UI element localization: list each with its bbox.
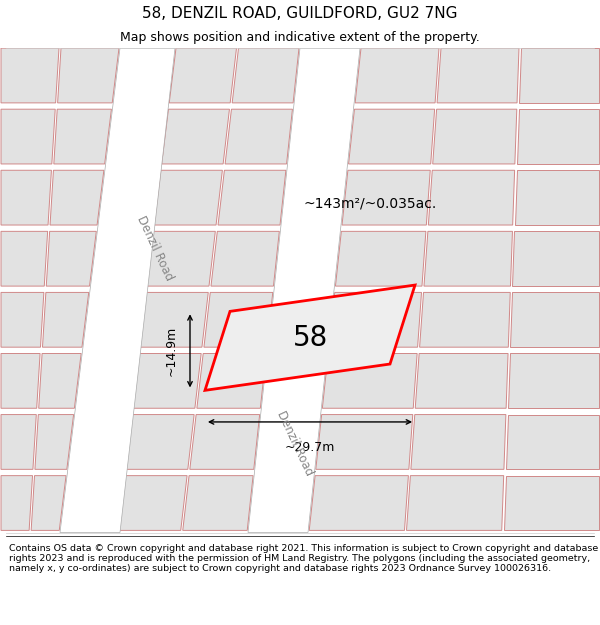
Polygon shape [248,48,360,532]
Polygon shape [355,48,439,103]
Polygon shape [515,170,599,225]
Text: Denzil Road: Denzil Road [134,214,176,282]
Polygon shape [146,231,215,286]
Polygon shape [517,109,599,164]
Polygon shape [506,414,599,469]
Polygon shape [406,476,504,531]
Polygon shape [335,231,426,286]
Polygon shape [424,231,512,286]
Polygon shape [54,109,112,164]
Polygon shape [124,414,194,469]
Polygon shape [161,109,229,164]
Polygon shape [504,476,599,531]
Polygon shape [415,354,508,408]
Polygon shape [508,354,599,408]
Polygon shape [38,354,81,408]
Polygon shape [116,476,187,531]
Polygon shape [519,48,599,103]
Polygon shape [211,231,280,286]
Polygon shape [428,170,515,225]
Polygon shape [1,231,47,286]
Polygon shape [204,292,273,347]
Polygon shape [205,285,415,391]
Polygon shape [1,170,52,225]
Polygon shape [31,476,66,531]
Polygon shape [190,414,260,469]
Polygon shape [512,231,599,286]
Polygon shape [510,292,599,347]
Text: 58: 58 [292,324,328,352]
Polygon shape [225,109,292,164]
Polygon shape [329,292,422,347]
Text: ~143m²/~0.035ac.: ~143m²/~0.035ac. [304,197,437,211]
Polygon shape [131,354,201,408]
Polygon shape [342,170,430,225]
Polygon shape [1,354,40,408]
Polygon shape [419,292,510,347]
Polygon shape [1,48,59,103]
Text: Denzil Road: Denzil Road [274,409,316,478]
Polygon shape [197,354,266,408]
Polygon shape [50,170,104,225]
Polygon shape [309,476,409,531]
Polygon shape [218,170,286,225]
Text: ~29.7m: ~29.7m [285,441,335,454]
Polygon shape [316,414,413,469]
Polygon shape [232,48,299,103]
Text: Map shows position and indicative extent of the property.: Map shows position and indicative extent… [120,31,480,44]
Polygon shape [58,48,119,103]
Polygon shape [1,109,55,164]
Polygon shape [433,109,517,164]
Polygon shape [349,109,434,164]
Polygon shape [411,414,506,469]
Polygon shape [1,292,44,347]
Polygon shape [35,414,74,469]
Polygon shape [322,354,417,408]
Text: Contains OS data © Crown copyright and database right 2021. This information is : Contains OS data © Crown copyright and d… [9,544,598,573]
Polygon shape [46,231,97,286]
Text: ~14.9m: ~14.9m [165,326,178,376]
Polygon shape [169,48,236,103]
Polygon shape [43,292,89,347]
Text: 58, DENZIL ROAD, GUILDFORD, GU2 7NG: 58, DENZIL ROAD, GUILDFORD, GU2 7NG [142,6,458,21]
Polygon shape [1,476,32,531]
Polygon shape [60,48,175,532]
Polygon shape [183,476,253,531]
Polygon shape [154,170,223,225]
Polygon shape [1,414,37,469]
Polygon shape [437,48,519,103]
Polygon shape [139,292,208,347]
